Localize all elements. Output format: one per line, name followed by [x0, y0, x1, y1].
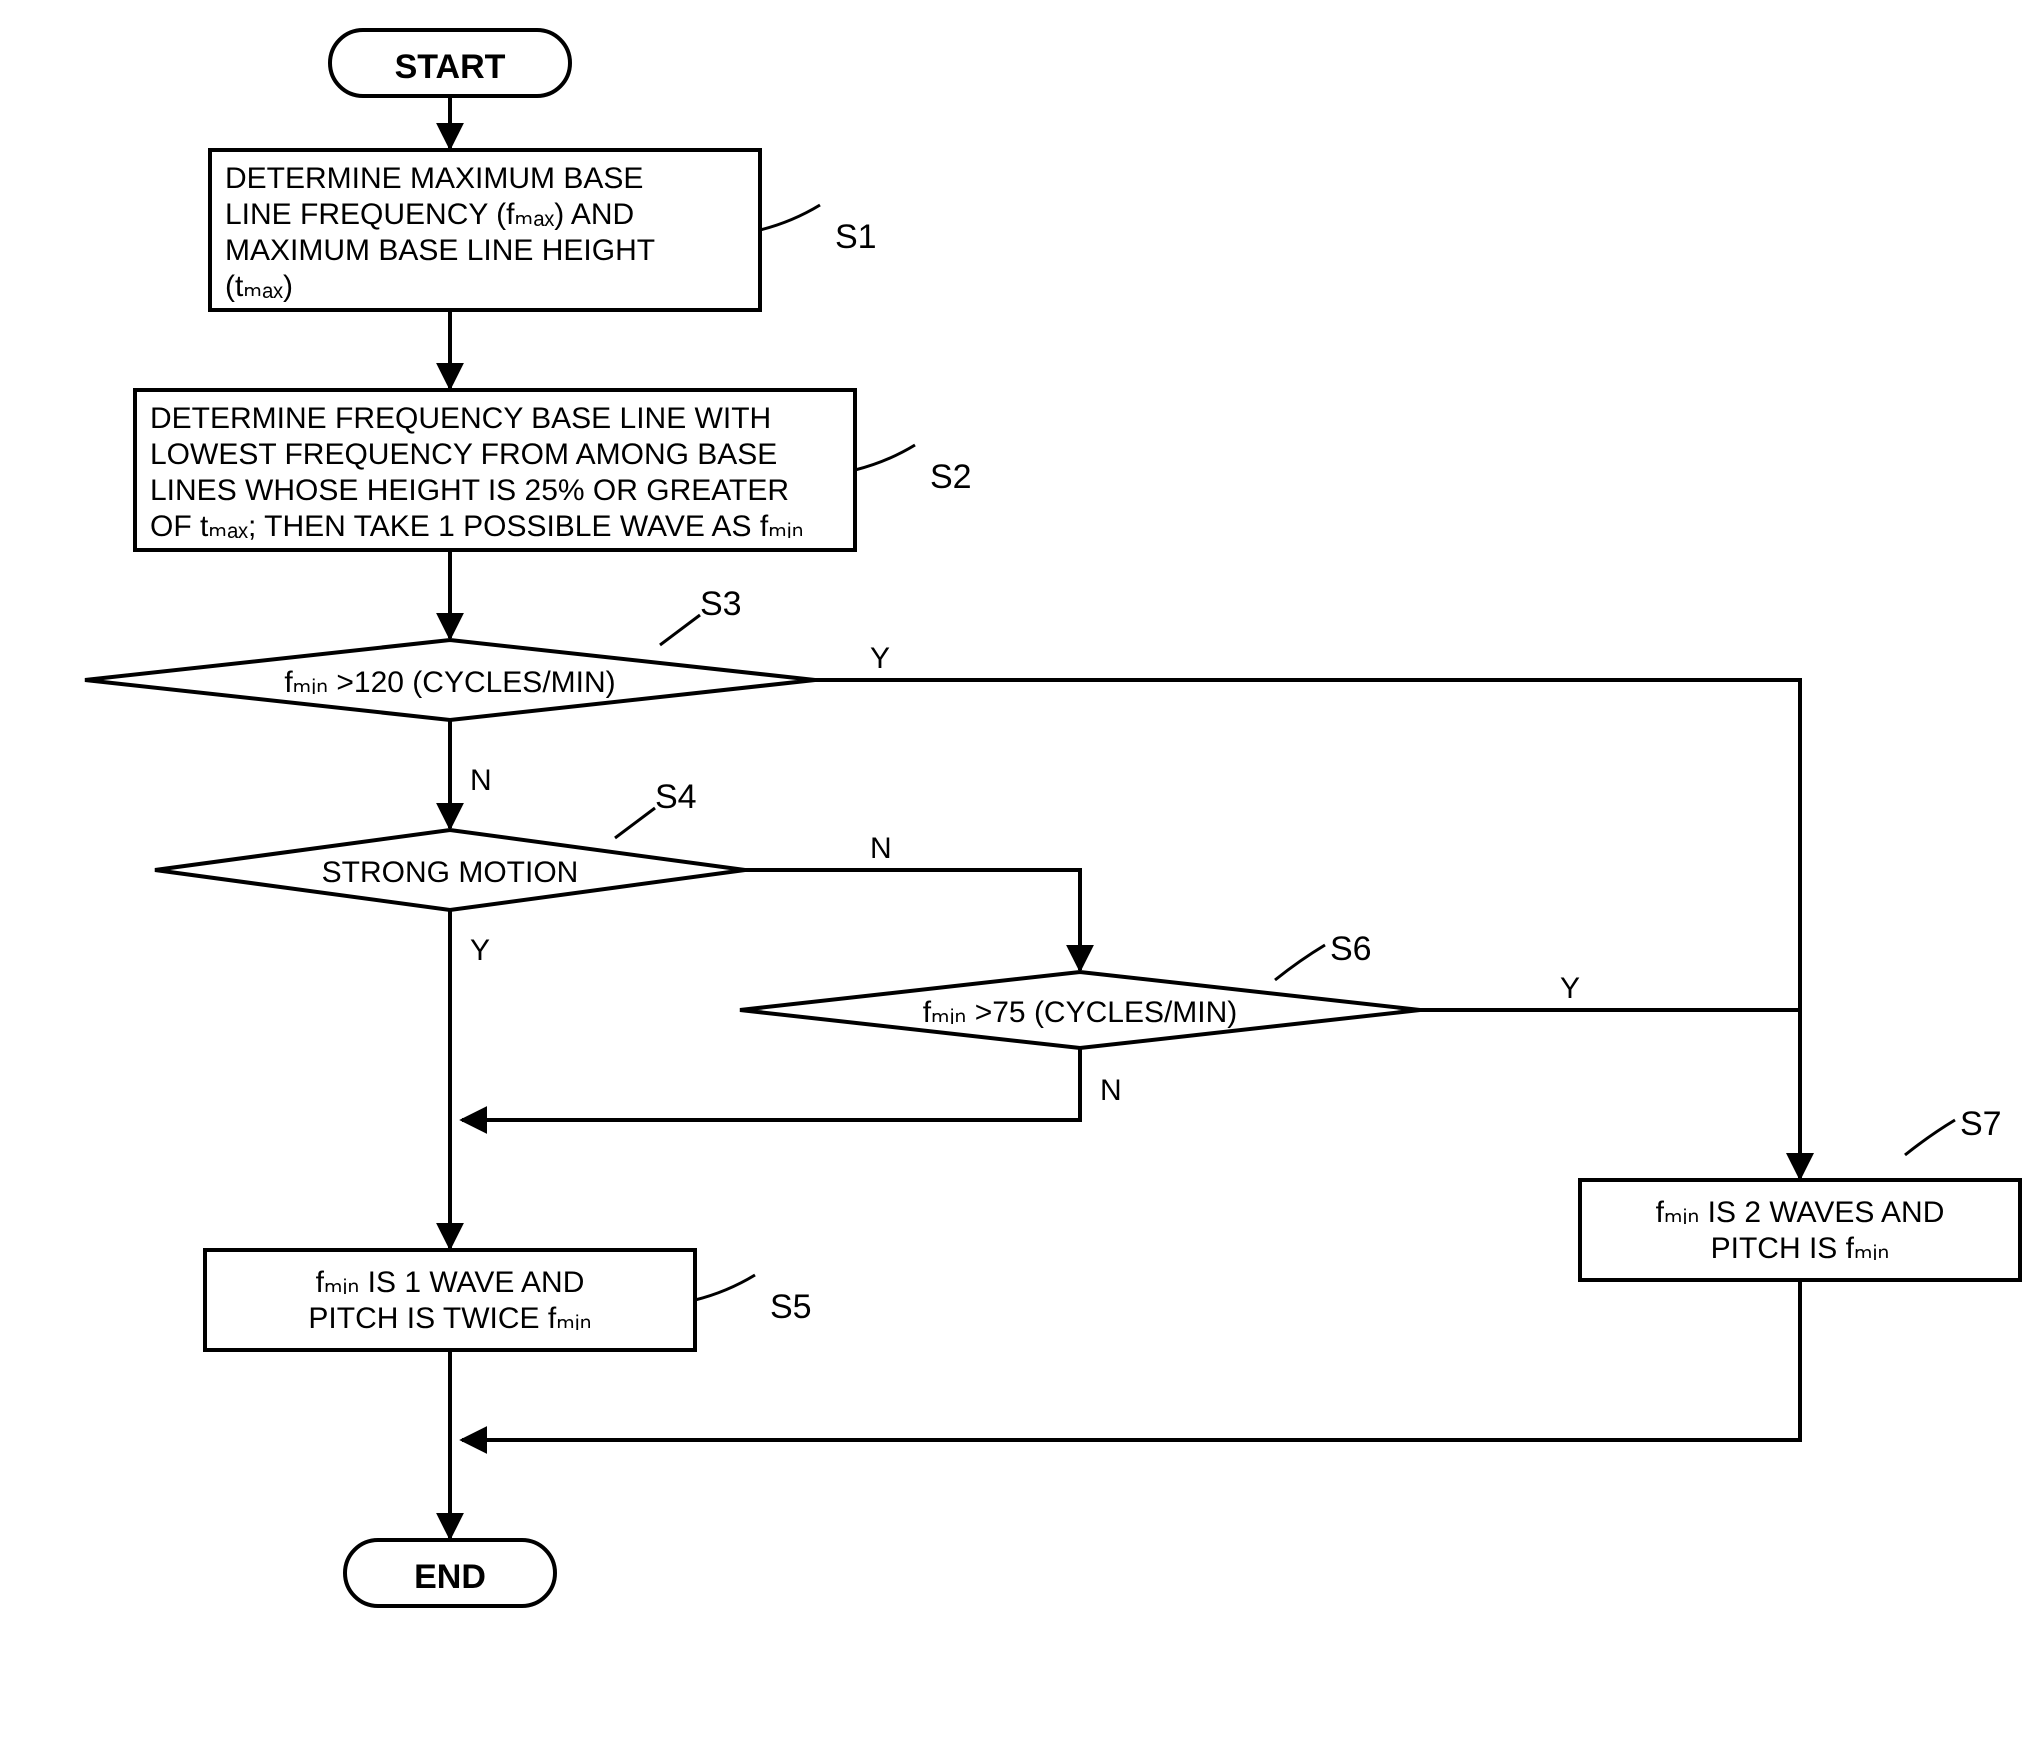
s2-line3: LINES WHOSE HEIGHT IS 25% OR GREATER — [150, 474, 789, 507]
edge-s7-merge — [462, 1280, 1800, 1440]
s3-yes-label: Y — [870, 642, 890, 675]
s2-line4: OF tₘₐₓ; THEN TAKE 1 POSSIBLE WAVE AS fₘ… — [150, 510, 804, 543]
s2-label: S2 — [930, 458, 972, 496]
start-terminal: START — [330, 30, 570, 96]
s5-label: S5 — [770, 1288, 812, 1326]
s5-line2: PITCH IS TWICE fₘᵢₙ — [308, 1302, 591, 1335]
edge-s6-no — [462, 1048, 1080, 1120]
step-s2: DETERMINE FREQUENCY BASE LINE WITH LOWES… — [135, 390, 972, 550]
end-terminal: END — [345, 1540, 555, 1606]
s6-yes-label: Y — [1560, 972, 1580, 1005]
end-terminal-label: END — [414, 1558, 486, 1596]
s3-label: S3 — [700, 585, 742, 623]
s2-line1: DETERMINE FREQUENCY BASE LINE WITH — [150, 402, 771, 435]
s7-line2: PITCH IS fₘᵢₙ — [1711, 1232, 1890, 1265]
s1-line3: MAXIMUM BASE LINE HEIGHT — [225, 234, 655, 267]
s6-no-label: N — [1100, 1074, 1122, 1107]
s7-line1: fₘᵢₙ IS 2 WAVES AND — [1656, 1196, 1945, 1229]
s5-line1: fₘᵢₙ IS 1 WAVE AND — [316, 1266, 585, 1299]
edge-s3-yes — [815, 680, 1800, 1178]
s6-text: fₘᵢₙ >75 (CYCLES/MIN) — [923, 996, 1238, 1029]
s4-label: S4 — [655, 778, 697, 816]
edge-s6-yes — [1420, 1010, 1800, 1178]
s7-label: S7 — [1960, 1105, 2002, 1143]
s3-no-label: N — [470, 764, 492, 797]
s1-label: S1 — [835, 218, 877, 256]
step-s1: DETERMINE MAXIMUM BASE LINE FREQUENCY (f… — [210, 150, 877, 310]
s1-line2: LINE FREQUENCY (fₘₐₓ) AND — [225, 198, 634, 231]
s1-line4: (tₘₐₓ) — [225, 270, 293, 303]
s4-no-label: N — [870, 832, 892, 865]
s1-line1: DETERMINE MAXIMUM BASE — [225, 162, 643, 195]
edge-s4-no — [745, 870, 1080, 970]
s2-line2: LOWEST FREQUENCY FROM AMONG BASE — [150, 438, 777, 471]
s4-yes-label: Y — [470, 934, 490, 967]
start-terminal-label: START — [395, 48, 506, 86]
flowchart-diagram: START DETERMINE MAXIMUM BASE LINE FREQUE… — [0, 0, 2028, 1737]
s4-text: STRONG MOTION — [322, 856, 579, 889]
s6-label: S6 — [1330, 930, 1372, 968]
s3-text: fₘᵢₙ >120 (CYCLES/MIN) — [284, 666, 615, 699]
step-s5: fₘᵢₙ IS 1 WAVE AND PITCH IS TWICE fₘᵢₙ S… — [205, 1250, 812, 1350]
